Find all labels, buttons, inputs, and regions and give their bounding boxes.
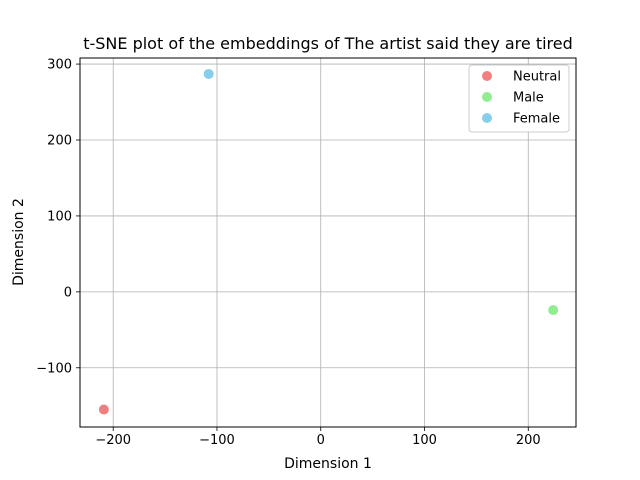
legend-label-female: Female	[513, 112, 560, 127]
x-tick-label: 200	[516, 433, 541, 448]
scatter-points	[98, 68, 559, 415]
plot-frame	[79, 57, 577, 428]
x-tick-label: 0	[317, 433, 325, 448]
x-axis-label: Dimension 1	[284, 456, 372, 472]
y-tick-label: 0	[64, 285, 72, 300]
point-male	[548, 305, 559, 316]
x-tick-label: 100	[412, 433, 437, 448]
y-tick-label: 300	[47, 58, 72, 73]
legend-marker-male	[482, 92, 492, 102]
y-tick-label: 100	[47, 209, 72, 224]
grid-lines	[80, 58, 576, 427]
legend-box	[468, 64, 570, 133]
point-neutral	[98, 404, 109, 415]
legend: Neutral Male Female	[468, 64, 570, 133]
x-tick-label: −200	[95, 433, 131, 448]
y-axis-label: Dimension 2	[11, 198, 27, 286]
y-axis-ticks: −100 0 100 200 300	[36, 58, 80, 376]
legend-label-male: Male	[513, 91, 544, 106]
y-tick-label: 200	[47, 134, 72, 149]
x-tick-label: −100	[199, 433, 235, 448]
y-tick-label: −100	[36, 361, 72, 376]
x-axis-ticks: −200 −100 0 100 200	[95, 427, 541, 448]
legend-marker-female	[482, 113, 492, 123]
point-female	[203, 68, 214, 79]
legend-marker-neutral	[482, 71, 492, 81]
legend-label-neutral: Neutral	[513, 70, 561, 85]
chart-title: t-SNE plot of the embeddings of The arti…	[83, 34, 573, 53]
